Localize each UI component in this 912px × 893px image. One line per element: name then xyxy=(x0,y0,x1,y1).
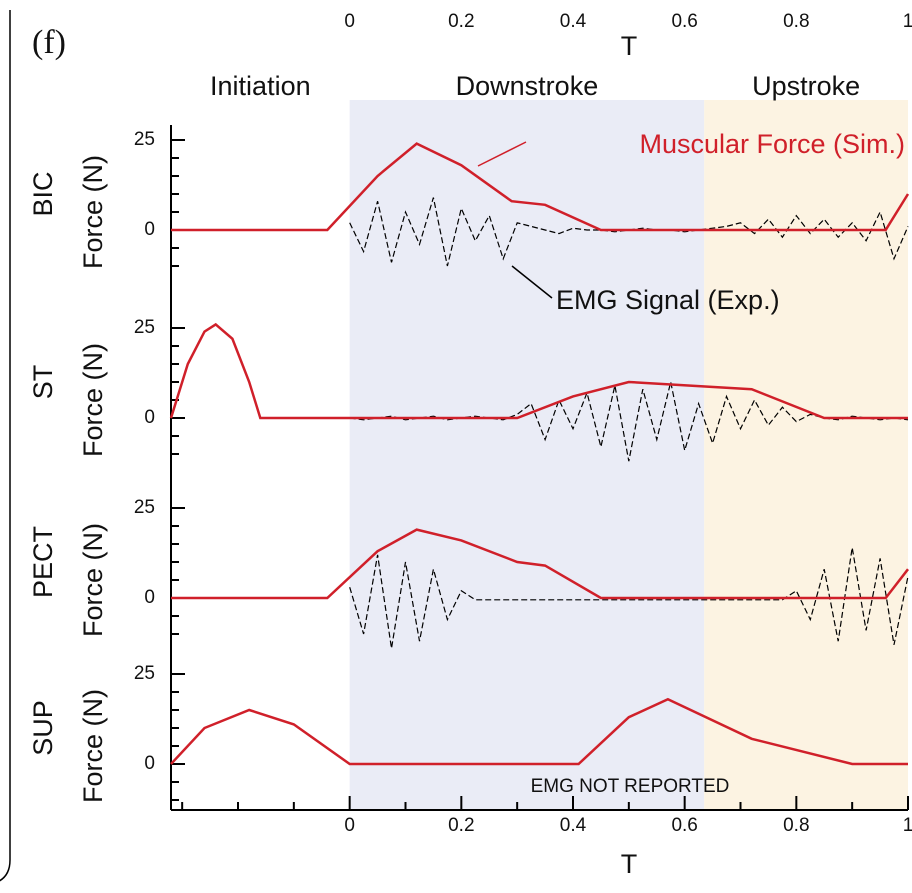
y-tick-label: 0 xyxy=(144,219,155,240)
x-tick-label-top: 0 xyxy=(344,11,355,32)
x-tick-label-top: 1 xyxy=(903,11,912,32)
phase-label: Initiation xyxy=(210,71,311,101)
sim-line xyxy=(171,142,910,232)
frame xyxy=(0,10,11,882)
x-label-top: T xyxy=(621,31,638,61)
y-label-muscle: BIC xyxy=(28,171,58,216)
y-label-muscle: ST xyxy=(28,365,58,400)
leader xyxy=(477,141,527,167)
x-tick-label: 0.8 xyxy=(783,815,809,836)
x-tick-label: 0.4 xyxy=(560,815,587,836)
y-tick-label: 25 xyxy=(134,663,155,684)
y-tick-label: 25 xyxy=(134,129,155,150)
phase-label: Upstroke xyxy=(752,71,860,101)
y-tick-label: 0 xyxy=(144,407,155,428)
sim-line xyxy=(169,322,908,420)
x-label: T xyxy=(621,849,638,879)
y-tick-label: 0 xyxy=(144,587,155,608)
y-label-muscle: SUP xyxy=(28,700,58,756)
emg-line xyxy=(349,547,909,649)
phase-band xyxy=(349,100,705,810)
x-tick-label: 1 xyxy=(903,815,912,836)
y-tick-label: 0 xyxy=(144,753,155,774)
x-tick-label-top: 0.2 xyxy=(448,11,474,32)
panel-label: (f) xyxy=(32,24,66,61)
y-label: Force (N) xyxy=(78,155,108,269)
annotation: Muscular Force (Sim.) xyxy=(639,129,905,159)
x-tick-label: 0.2 xyxy=(448,815,474,836)
x-tick-label-top: 0.6 xyxy=(671,11,697,32)
y-label: Force (N) xyxy=(78,343,108,457)
plot: Initiation Downstroke Upstroke 0 0 0.2 0.2 0.4 0… xyxy=(28,11,912,836)
phase-label: Downstroke xyxy=(456,71,599,101)
y-label: Force (N) xyxy=(78,689,108,803)
y-tick-label: 25 xyxy=(134,497,155,518)
x-tick-label: 0 xyxy=(344,815,355,836)
annotation: EMG Signal (Exp.) xyxy=(556,285,780,315)
sim-line xyxy=(171,528,909,600)
x-tick-label: 0.6 xyxy=(671,815,697,836)
x-tick-label-top: 0.8 xyxy=(783,11,809,32)
phases xyxy=(349,100,908,810)
y-label: Force (N) xyxy=(78,523,108,637)
phase-band xyxy=(704,100,908,810)
annotation: EMG NOT REPORTED xyxy=(531,776,730,797)
x-tick-label-top: 0.4 xyxy=(560,11,587,32)
y-tick-label: 25 xyxy=(134,317,155,338)
leader xyxy=(511,265,553,299)
y-label-muscle: PECT xyxy=(28,526,58,598)
sim-line xyxy=(170,697,908,766)
